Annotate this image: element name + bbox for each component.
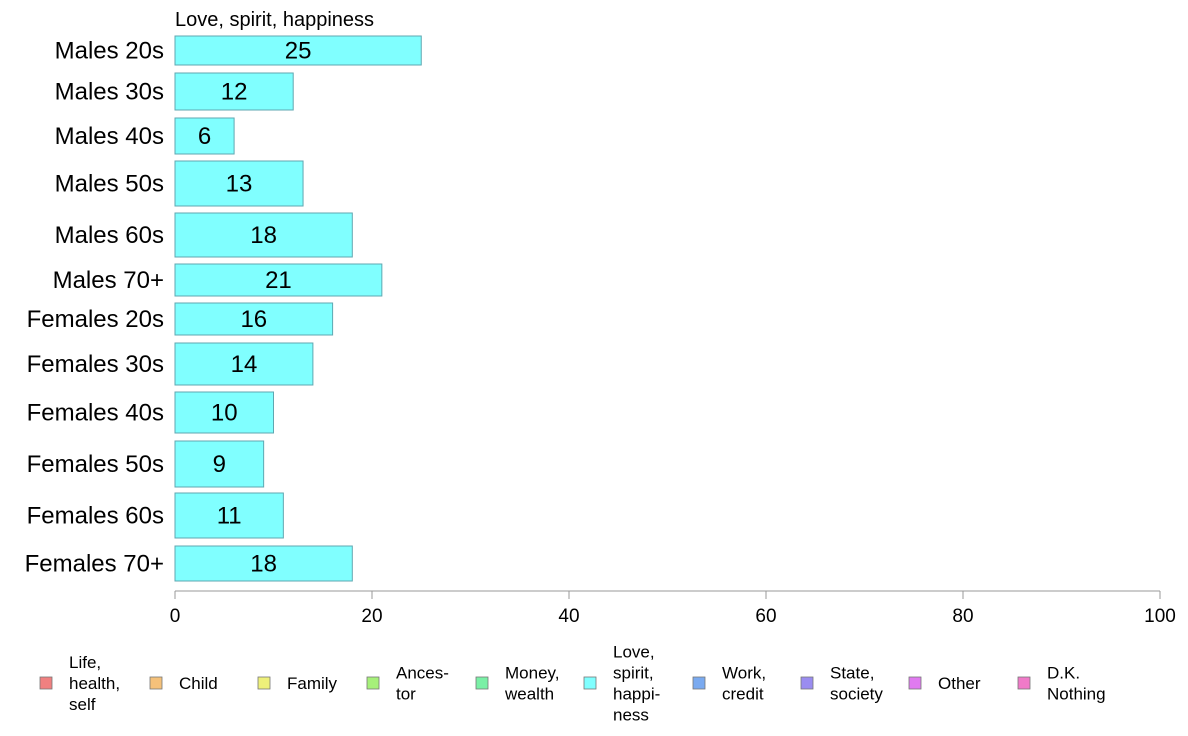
legend-label-line: spirit, [613,664,654,683]
category-label: Females 50s [27,451,164,478]
legend-label-line: Child [179,674,218,693]
legend-label: Ances-tor [396,664,449,704]
bar-value-label: 11 [217,503,242,530]
bar-value-label: 18 [250,551,277,578]
bar [174,391,274,434]
legend-swatch [908,676,922,690]
legend-label: Work, credit [722,664,766,704]
legend-label-line: tor [396,685,416,704]
category-label: Males 50s [55,171,164,198]
legend-swatch [1017,676,1031,690]
legend-label-line: society [830,685,883,704]
legend-label-line: Work, [722,664,766,683]
legend-label-line: State, [830,664,874,683]
x-tick-label: 100 [1144,606,1176,627]
bar-value-label: 14 [231,351,258,378]
legend-label: Money, wealth [504,664,560,704]
legend-swatch [366,676,380,690]
legend-label-line: Nothing [1047,685,1106,704]
bar-value-label: 18 [250,222,277,249]
legend-swatch [692,676,706,690]
bar-value-label: 6 [198,123,211,150]
bar-value-label: 9 [213,451,226,478]
legend-label: D.K. Nothing [1047,664,1106,704]
bar [174,35,422,66]
legend-label-line: self [69,695,96,714]
bar [174,160,304,207]
bar-value-label: 16 [240,306,267,333]
bar [174,492,284,539]
bar-value-label: 12 [221,79,248,106]
bar [174,342,314,386]
legend-swatch [800,676,814,690]
legend-label-line: Ances- [396,664,449,683]
x-tick-label: 20 [361,606,382,627]
x-tick-label: 60 [755,606,776,627]
legend-label-line: Love, [613,643,655,662]
x-axis: 0 20 40 60 80 100 [170,590,1176,627]
legend-label-line: ness [613,706,649,725]
category-label: Females 20s [27,306,164,333]
bars-layer: Males 20s 25 Males 30s 12 Males 40s 6 Males 50… [25,35,422,582]
legend-label: State, society [830,664,883,704]
category-label: Females 40s [27,400,164,427]
bar [174,212,353,258]
legend-label-line: Family [287,674,338,693]
bar [174,302,334,336]
legend-label-line: credit [722,685,764,704]
legend-swatch [257,676,271,690]
legend-swatch [475,676,489,690]
legend-label-line: health, [69,674,120,693]
legend-label-line: Other [938,674,981,693]
legend-label-line: happi- [613,685,660,704]
category-label: Males 60s [55,222,164,249]
category-label: Males 70+ [53,267,164,294]
legend-label: Life, health, self [69,653,120,714]
category-label: Females 70+ [25,551,164,578]
legend-swatch [149,676,163,690]
category-label: Males 40s [55,123,164,150]
category-label: Males 30s [55,79,164,106]
bar [174,263,383,297]
legend-label-line: Money, [505,664,560,683]
bar-value-label: 13 [226,171,253,198]
bar-value-label: 21 [265,267,292,294]
category-label: Males 20s [55,38,164,65]
bar [174,545,353,582]
legend-label-line: Life, [69,653,101,672]
bar [174,440,265,488]
bar [174,117,235,155]
bar-value-label: 10 [211,400,238,427]
legend-label-line: wealth [504,685,554,704]
x-tick-label: 0 [170,606,181,627]
category-label: Females 60s [27,503,164,530]
legend-label: Love, spirit, happi-ness [613,643,660,725]
bar [174,72,294,111]
legend-swatch [583,676,597,690]
x-tick-label: 40 [558,606,579,627]
x-tick-label: 80 [952,606,973,627]
legend-label: Child [179,674,218,693]
panel-title: Love, spirit, happiness [175,9,374,31]
legend-swatch [39,676,53,690]
legend: Life, health, self Child Family Ances-tor Mone… [39,643,1106,725]
legend-label-line: D.K. [1047,664,1080,683]
category-label: Females 30s [27,351,164,378]
legend-label: Other [938,674,981,693]
bar-value-label: 25 [285,38,312,65]
legend-label: Family [287,674,338,693]
